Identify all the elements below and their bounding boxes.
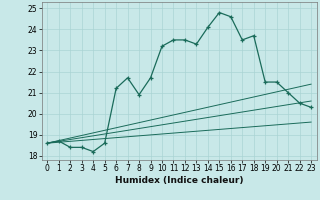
- X-axis label: Humidex (Indice chaleur): Humidex (Indice chaleur): [115, 176, 244, 185]
